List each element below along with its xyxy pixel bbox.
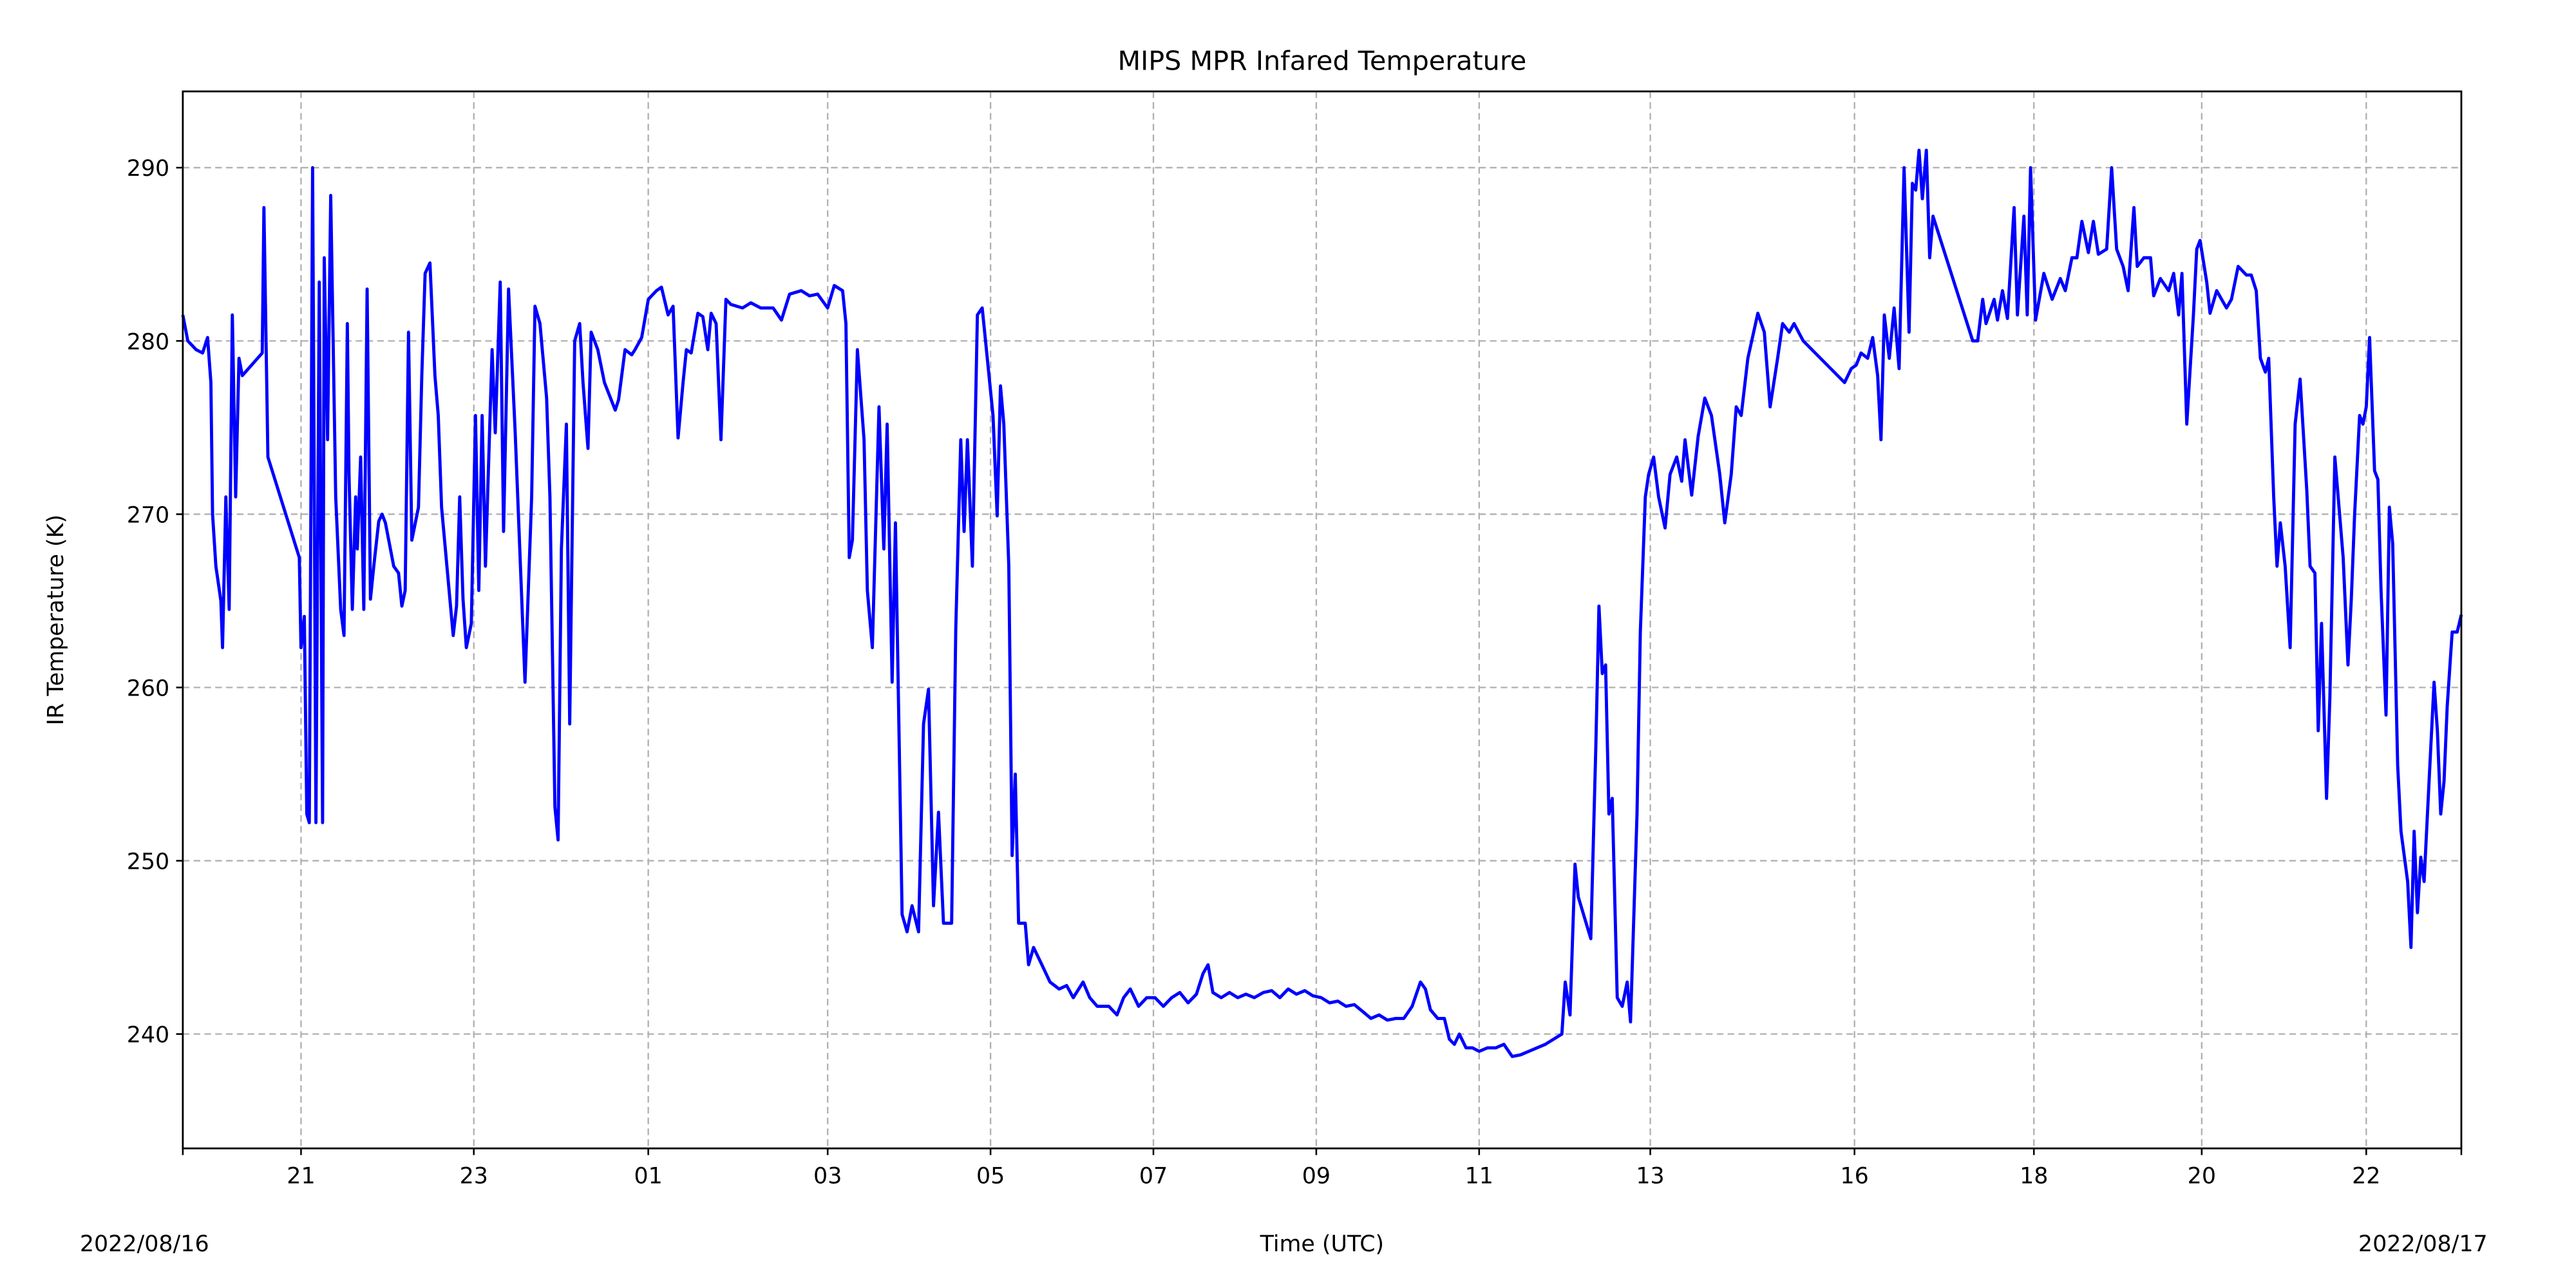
x-tick-label: 01 bbox=[634, 1163, 662, 1189]
axis-ticks: 21 23 01 03 05 07 09 11 13 16 18 20 22 240 250 260 270 28… bbox=[127, 156, 2463, 1189]
series-layer bbox=[181, 148, 2463, 1058]
y-axis-label: IR Temperature (K) bbox=[43, 515, 69, 725]
x-tick-label: 18 bbox=[2020, 1163, 2048, 1189]
y-tick-label: 240 bbox=[127, 1023, 169, 1048]
y-tick-label: 250 bbox=[127, 849, 169, 875]
x-tick-label: 20 bbox=[2188, 1163, 2216, 1189]
x-tick-label: 09 bbox=[1302, 1163, 1331, 1189]
x-tick-label: 07 bbox=[1139, 1163, 1168, 1189]
chart-title: MIPS MPR Infared Temperature bbox=[1118, 45, 1527, 76]
x-tick-label: 22 bbox=[2352, 1163, 2380, 1189]
x-tick-label: 21 bbox=[287, 1163, 315, 1189]
y-tick-label: 260 bbox=[127, 676, 169, 701]
grid bbox=[182, 91, 2461, 1149]
y-tick-label: 270 bbox=[127, 502, 169, 528]
end-date-label: 2022/08/17 bbox=[2358, 1231, 2488, 1257]
x-tick-label: 23 bbox=[460, 1163, 488, 1189]
temperature-series-line bbox=[181, 148, 2463, 1058]
x-tick-label: 16 bbox=[1840, 1163, 1868, 1189]
x-tick-label: 05 bbox=[976, 1163, 1005, 1189]
x-tick-label: 13 bbox=[1636, 1163, 1664, 1189]
plot-frame bbox=[182, 90, 2463, 1150]
start-date-label: 2022/08/16 bbox=[80, 1231, 209, 1257]
x-tick-label: 11 bbox=[1465, 1163, 1493, 1189]
y-tick-label: 280 bbox=[127, 329, 169, 355]
x-axis-label: Time (UTC) bbox=[1260, 1231, 1385, 1257]
y-tick-label: 290 bbox=[127, 156, 169, 182]
x-tick-label: 03 bbox=[813, 1163, 842, 1189]
